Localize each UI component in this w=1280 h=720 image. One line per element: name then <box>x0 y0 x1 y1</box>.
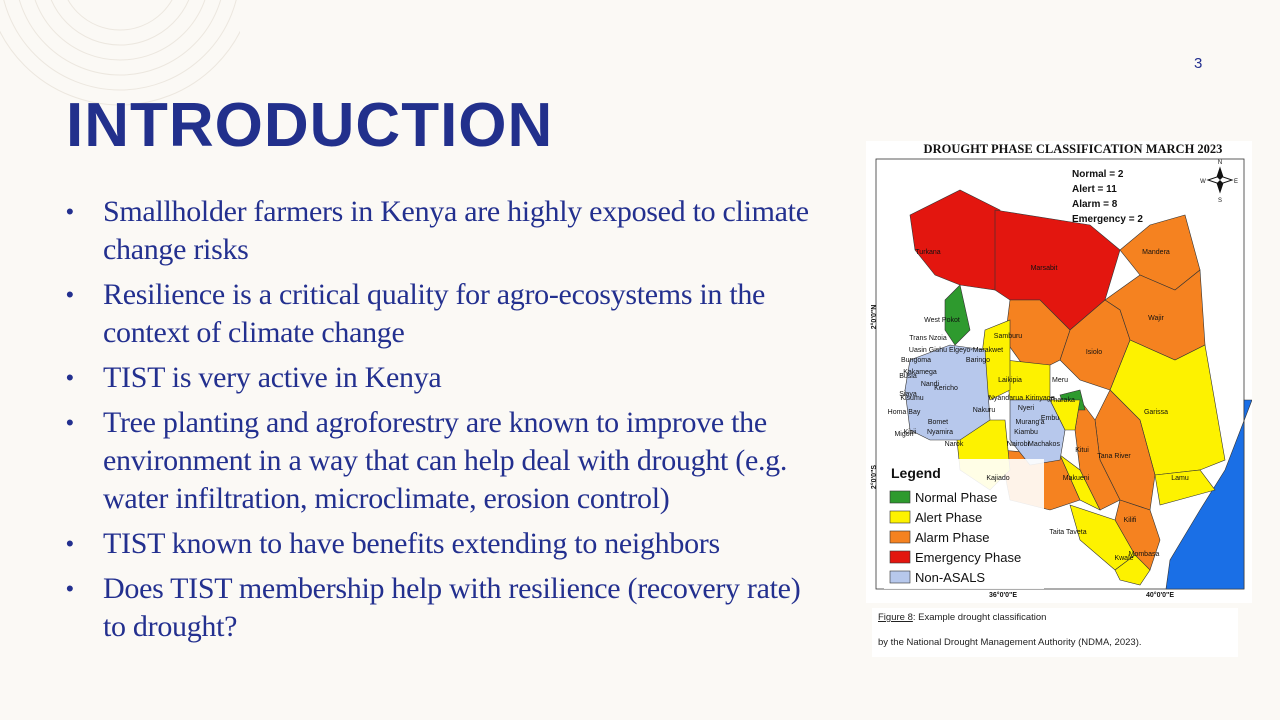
county-label: Nyandarua <box>989 395 1023 402</box>
axis-label: 2°0'0"N <box>870 305 878 330</box>
county-label: Bungoma <box>901 357 931 364</box>
county-label: Trans Nzoia <box>909 335 947 342</box>
legend-swatch <box>889 550 911 564</box>
compass-letter: W <box>1200 179 1206 185</box>
county-label: Baringo <box>966 357 990 364</box>
county-label: Migori <box>894 431 914 438</box>
county-label: Garissa <box>1144 409 1168 416</box>
county-label: Turkana <box>915 249 941 256</box>
county-label: Wajir <box>1148 315 1164 322</box>
slide-number: 3 <box>1194 55 1203 72</box>
county-label: Homa Bay <box>888 409 921 416</box>
legend-swatch <box>889 510 911 524</box>
county-label: Machakos <box>1028 441 1060 448</box>
county-label: Mandera <box>1142 249 1170 256</box>
county-label: Laikipia <box>998 377 1022 384</box>
legend-label: Non-ASALS <box>915 570 985 585</box>
county-label: Nyamira <box>927 429 953 436</box>
bullet: Does TIST membership help with resilienc… <box>66 570 818 646</box>
legend-label: Normal Phase <box>915 490 997 505</box>
county-label: Kajiado <box>986 475 1009 482</box>
bullet-list: Smallholder farmers in Kenya are highly … <box>66 193 818 653</box>
bullet: TIST is very active in Kenya <box>66 359 818 397</box>
county-label: Murang'a <box>1016 419 1045 426</box>
figure-caption: Figure 8: Example drought classification… <box>872 608 1238 657</box>
compass-letter: N <box>1218 160 1222 166</box>
axis-label: 2°0'0"S <box>870 465 878 489</box>
bullet: Smallholder farmers in Kenya are highly … <box>66 193 818 269</box>
county-label: Bomet <box>928 419 948 426</box>
legend-label: Alarm Phase <box>915 530 989 545</box>
county-label: Mombasa <box>1129 551 1160 558</box>
compass-letter: S <box>1218 198 1222 204</box>
caption-text: : Example drought classification <box>912 612 1047 623</box>
map-stat: Alert = 11 <box>1072 184 1117 195</box>
county-label: Narok <box>945 441 964 448</box>
county-label: Busia <box>899 373 917 380</box>
county-label: Makueni <box>1063 475 1090 482</box>
axis-label: 36°0'0"E <box>989 591 1017 599</box>
county-label: Lamu <box>1171 475 1189 482</box>
bullet: Tree planting and agroforestry are known… <box>66 404 818 518</box>
county-label: Kisii <box>904 429 917 436</box>
county-label: Kirinyaga <box>1025 395 1054 402</box>
county-label: Kitui <box>1075 447 1089 454</box>
map-stat: Emergency = 2 <box>1072 214 1143 225</box>
bullet: Resilience is a critical quality for agr… <box>66 276 818 352</box>
county-label: Taita Taveta <box>1049 529 1086 536</box>
map-stat: Alarm = 8 <box>1072 199 1118 210</box>
county-label: Kiambu <box>1014 429 1038 436</box>
title: INTRODUCTION <box>66 91 554 160</box>
legend-label: Emergency Phase <box>915 550 1021 565</box>
axis-label: 40°0'0"E <box>1146 591 1174 599</box>
county-label: Samburu <box>994 333 1023 340</box>
compass-letter: E <box>1234 179 1238 185</box>
county-label: Meru <box>1052 377 1068 384</box>
county-label: Kilifi <box>1124 517 1137 524</box>
legend-label: Alert Phase <box>915 510 982 525</box>
county-label: Isiolo <box>1086 349 1102 356</box>
legend-swatch <box>889 490 911 504</box>
legend-title: Legend <box>891 465 941 481</box>
decoration <box>0 0 240 106</box>
county-label: Siaya <box>899 391 917 398</box>
county-label: Tharaka <box>1049 397 1075 404</box>
map-title: DROUGHT PHASE CLASSIFICATION MARCH 2023 <box>924 142 1223 156</box>
county-label: Elgeyo-Marakwet <box>949 347 1003 354</box>
county-label: Tana River <box>1097 453 1131 460</box>
caption-label: Figure 8 <box>878 612 913 623</box>
bullet: TIST known to have benefits extending to… <box>66 525 818 563</box>
county-label: Uasin Gishu <box>909 347 947 354</box>
map-stat: Normal = 2 <box>1072 169 1124 180</box>
county-label: Kakamega <box>903 369 937 376</box>
legend-swatch <box>889 570 911 584</box>
county-label: Kisumu <box>900 395 923 402</box>
county-label: West Pokot <box>924 317 960 324</box>
county-label: Nandi <box>921 381 940 388</box>
county-label: Kwale <box>1114 555 1133 562</box>
legend-swatch <box>889 530 911 544</box>
caption-text: by the National Drought Management Autho… <box>878 637 1142 648</box>
county-label: Nairobi <box>1007 441 1030 448</box>
county-label: Nakuru <box>973 407 996 414</box>
county-label: Kericho <box>934 385 958 392</box>
county-label: Embu <box>1041 415 1059 422</box>
drought-map: DROUGHT PHASE CLASSIFICATION MARCH 2023 … <box>866 141 1252 603</box>
county-label: Marsabit <box>1031 265 1058 272</box>
county-label: Nyeri <box>1018 405 1035 412</box>
